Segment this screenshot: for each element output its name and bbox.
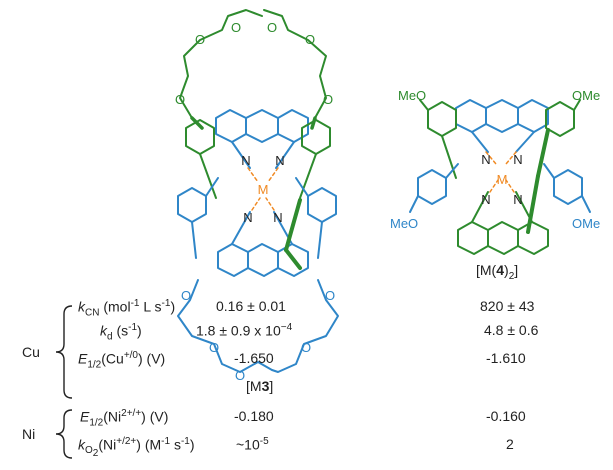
- label-m4-2: [M(4)2]: [476, 262, 519, 282]
- right-blue-aryl-rings: [409, 163, 591, 213]
- methoxy-label: OMe: [572, 216, 600, 231]
- methoxy-label: OMe: [572, 88, 600, 103]
- row-ecu-m4: -1.610: [486, 350, 526, 366]
- nitrogen-atom: N: [243, 210, 252, 225]
- metal-atom: M: [258, 182, 269, 197]
- oxygen-atom: O: [195, 32, 205, 47]
- upper-phenanthroline: [215, 109, 309, 169]
- table-braces: [55, 305, 73, 459]
- green-aryl-rings: [185, 119, 331, 199]
- row-eni-name: E1/2(Ni2+/+) (V): [80, 408, 169, 429]
- methoxy-label: MeO: [398, 88, 426, 103]
- row-kcn-m4: 820 ± 43: [480, 298, 535, 314]
- oxygen-atom: O: [181, 288, 191, 303]
- top-polyether-chain: [179, 9, 327, 119]
- row-ko2-name: kO2(Ni+/2+) (M-1 s-1): [78, 436, 195, 460]
- nitrogen-atom: N: [481, 192, 490, 207]
- methoxy-label: MeO: [390, 216, 418, 231]
- oxygen-atom: O: [305, 32, 315, 47]
- metal-atom: M: [497, 172, 508, 187]
- oxygen-atom: O: [209, 340, 219, 355]
- row-kd-m4: 4.8 ± 0.6: [484, 322, 539, 338]
- bottom-polyether-chain: [177, 279, 339, 373]
- lower-phenanthroline: [217, 211, 309, 277]
- label-m3: [M3]: [246, 378, 274, 394]
- blue-aryl-rings: [177, 177, 337, 259]
- oxygen-atom: O: [325, 288, 335, 303]
- nitrogen-atom: N: [273, 210, 282, 225]
- row-kcn-m3: 0.16 ± 0.01: [216, 298, 286, 314]
- oxygen-atom: O: [267, 20, 277, 35]
- row-kcn-name: kCN (mol-1 L s-1): [78, 298, 176, 319]
- row-ko2-m4: 2: [506, 436, 514, 452]
- nitrogen-atom: N: [241, 153, 250, 168]
- row-ecu-m3: -1.650: [234, 350, 274, 366]
- nitrogen-atom: N: [275, 153, 284, 168]
- nitrogen-atom: N: [513, 192, 522, 207]
- right-upper-phenanthroline: [455, 99, 549, 153]
- row-kd-name: kd (s-1): [100, 322, 142, 343]
- row-ecu-name: E1/2(Cu+/0) (V): [78, 350, 166, 371]
- structure-m3: [177, 9, 339, 373]
- nitrogen-atom: N: [481, 152, 490, 167]
- oxygen-atom: O: [231, 20, 241, 35]
- oxygen-atom: O: [175, 92, 185, 107]
- nitrogen-atom: N: [513, 152, 522, 167]
- right-green-aryl-rings: [419, 99, 581, 179]
- coordination-bonds: [247, 167, 279, 211]
- row-eni-m4: -0.160: [486, 408, 526, 424]
- oxygen-atom: O: [235, 368, 245, 383]
- row-eni-m3: -0.180: [234, 408, 274, 424]
- oxygen-atom: O: [323, 92, 333, 107]
- structure-m4-2: [409, 99, 591, 255]
- row-ko2-m3: ~10-5: [236, 436, 269, 453]
- group-label-ni: Ni: [22, 426, 36, 442]
- group-label-cu: Cu: [22, 344, 40, 360]
- oxygen-atom: O: [301, 340, 311, 355]
- row-kd-m3: 1.8 ± 0.9 x 10−4: [196, 322, 293, 339]
